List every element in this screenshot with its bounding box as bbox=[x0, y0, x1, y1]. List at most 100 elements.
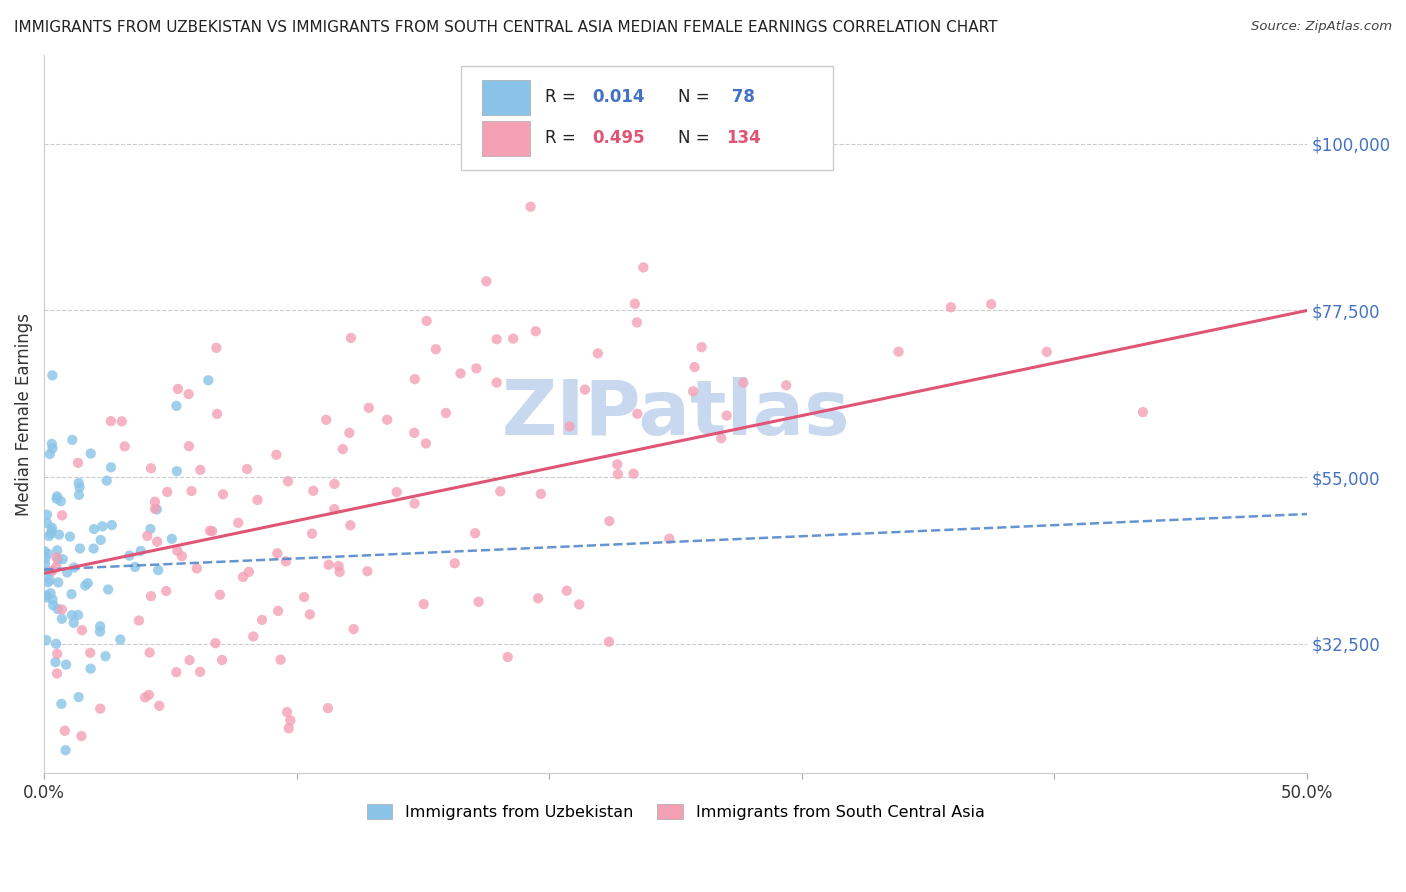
Point bbox=[41, 521, 63, 535]
Point bbox=[34, 557, 56, 571]
Point bbox=[80, 446, 103, 460]
Point bbox=[238, 565, 260, 579]
Point bbox=[315, 413, 337, 427]
Point bbox=[626, 407, 648, 421]
Point bbox=[485, 332, 508, 346]
Point bbox=[146, 534, 169, 549]
Point bbox=[710, 431, 733, 445]
Point bbox=[1132, 405, 1154, 419]
Point bbox=[138, 688, 160, 702]
Point bbox=[41, 592, 63, 607]
Text: ZIPatlas: ZIPatlas bbox=[502, 377, 849, 451]
Point bbox=[323, 502, 346, 516]
Point bbox=[53, 723, 76, 738]
Point bbox=[204, 636, 226, 650]
Point bbox=[89, 619, 111, 633]
Text: 0.495: 0.495 bbox=[592, 128, 645, 146]
Point bbox=[67, 607, 90, 622]
Point bbox=[180, 483, 202, 498]
Point bbox=[496, 649, 519, 664]
Point bbox=[527, 591, 550, 606]
Point bbox=[76, 576, 98, 591]
Point bbox=[232, 570, 254, 584]
Text: Source: ZipAtlas.com: Source: ZipAtlas.com bbox=[1251, 20, 1392, 33]
Point bbox=[79, 646, 101, 660]
Point bbox=[357, 401, 380, 415]
Point bbox=[35, 566, 58, 580]
Point bbox=[236, 462, 259, 476]
Point bbox=[682, 384, 704, 399]
Point bbox=[375, 413, 398, 427]
Point bbox=[39, 526, 62, 541]
Point bbox=[658, 532, 681, 546]
Point bbox=[404, 496, 426, 510]
Point bbox=[67, 690, 90, 704]
Point bbox=[270, 653, 292, 667]
Point bbox=[129, 544, 152, 558]
Point bbox=[160, 532, 183, 546]
Point bbox=[502, 332, 524, 346]
Point bbox=[1036, 345, 1059, 359]
Point bbox=[412, 597, 434, 611]
Point bbox=[404, 425, 426, 440]
Point bbox=[226, 516, 249, 530]
Point bbox=[139, 461, 162, 475]
Point bbox=[41, 437, 63, 451]
Point bbox=[465, 361, 488, 376]
Point bbox=[35, 633, 58, 648]
Bar bbox=[482, 121, 530, 155]
Point bbox=[274, 554, 297, 568]
Point bbox=[302, 483, 325, 498]
Point bbox=[51, 612, 73, 626]
Y-axis label: Median Female Earnings: Median Female Earnings bbox=[15, 312, 32, 516]
Point bbox=[136, 529, 159, 543]
Point bbox=[415, 436, 437, 450]
Point bbox=[623, 467, 645, 481]
Point bbox=[301, 526, 323, 541]
Point bbox=[143, 501, 166, 516]
Point bbox=[568, 598, 591, 612]
Point bbox=[356, 564, 378, 578]
Point bbox=[146, 563, 169, 577]
Point bbox=[177, 439, 200, 453]
Point bbox=[166, 543, 188, 558]
Point bbox=[41, 442, 63, 456]
Point bbox=[266, 546, 288, 560]
Point bbox=[60, 433, 83, 447]
Point bbox=[70, 624, 93, 638]
Point bbox=[489, 484, 512, 499]
Bar bbox=[482, 80, 530, 115]
Point bbox=[198, 524, 221, 538]
Point bbox=[90, 533, 112, 547]
Point bbox=[716, 409, 738, 423]
Point bbox=[337, 425, 360, 440]
Point bbox=[633, 260, 655, 275]
Point bbox=[51, 697, 73, 711]
Point bbox=[179, 653, 201, 667]
Point bbox=[97, 582, 120, 597]
Text: 78: 78 bbox=[725, 87, 755, 106]
Point bbox=[67, 475, 90, 490]
Point bbox=[89, 624, 111, 639]
Point bbox=[690, 340, 713, 354]
Point bbox=[48, 527, 70, 541]
Point bbox=[558, 419, 581, 434]
Point bbox=[443, 556, 465, 570]
Point bbox=[250, 613, 273, 627]
Point bbox=[148, 698, 170, 713]
Point bbox=[485, 376, 508, 390]
Point bbox=[329, 565, 352, 579]
Point bbox=[114, 439, 136, 453]
Point bbox=[939, 300, 962, 314]
Point bbox=[555, 583, 578, 598]
Point bbox=[56, 566, 79, 580]
Point bbox=[598, 634, 620, 648]
Point bbox=[75, 578, 97, 592]
Point bbox=[211, 653, 233, 667]
Text: 134: 134 bbox=[725, 128, 761, 146]
Point bbox=[574, 383, 596, 397]
Point bbox=[775, 378, 797, 392]
Point bbox=[67, 488, 90, 502]
Point bbox=[404, 372, 426, 386]
Point bbox=[60, 608, 83, 623]
